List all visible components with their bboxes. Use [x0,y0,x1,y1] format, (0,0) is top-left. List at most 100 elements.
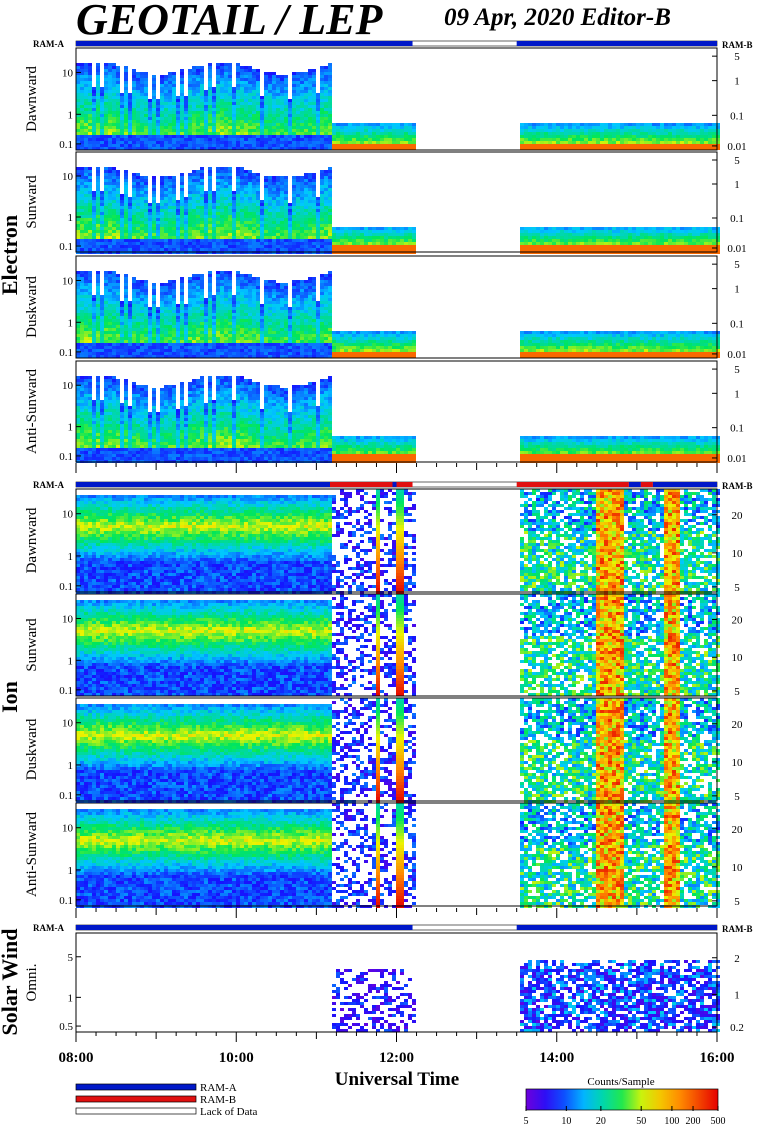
ion-panel-1-left-tick-2: 0.1 [59,685,73,697]
legend-swatch-1 [76,1096,196,1102]
electron-panel-2-right-tick-1: 1 [734,284,740,296]
mode-bar-electron-segment-0 [76,41,413,46]
ion-panel-3-right-tick-2: 5 [734,896,740,908]
ion-panel-2-left-tick-2: 0.1 [59,790,73,802]
ion-panel-0-label: Dawnward [24,507,40,573]
electron-panel-3-left-tick-2: 0.1 [59,451,73,463]
x-tick-label-3: 14:00 [539,1050,574,1066]
electron-panel-1-label: Sunward [24,175,40,229]
ion-panel-3-right-tick-1: 10 [732,862,744,874]
mode-bar-solar-wind-segment-2 [517,925,717,930]
colorbar-title: Counts/Sample [587,1076,654,1088]
solar-wind-panel-spectrogram [332,960,720,1032]
electron-panel-0-spectrogram [76,63,720,150]
electron-panel-1-spectrogram [76,167,720,254]
ion-panel-1-label: Sunward [24,618,40,672]
ion-panel-0-right-tick-0: 20 [732,510,744,522]
ion-panel-2-left-tick-1: 1 [68,760,74,772]
mode-bar-label-right: RAM-B [722,924,753,934]
electron-panel-2-left-tick-1: 1 [68,317,74,329]
electron-panel-1-right-tick-3: 0.01 [727,243,746,255]
mode-bar-ion-segment-1 [330,482,392,487]
solar-wind-panel-left-tick-0: 5 [68,952,74,964]
colorbar [526,1089,718,1110]
ion-panel-2-label: Duskward [24,718,40,780]
mode-bar-label-right: RAM-B [722,40,753,50]
mode-bar-ion-segment-0 [76,482,330,487]
mode-bar-solar-wind-segment-0 [76,925,413,930]
electron-panel-0-left-tick-1: 1 [68,109,74,121]
x-axis-label: Universal Time [335,1069,459,1090]
electron-panel-0-right-tick-2: 0.1 [730,110,744,122]
ion-panel-0-spectrogram [76,489,720,594]
ion-panel-3-left-tick-1: 1 [68,865,74,877]
legend-item-2: Lack of Data [200,1106,258,1118]
ion-panel-0-right-tick-1: 10 [732,548,744,560]
x-tick-label-2: 12:00 [379,1050,414,1066]
electron-panel-3-label: Anti-Sunward [24,369,40,454]
mode-bar-ion-segment-7 [641,482,653,487]
mode-bar-ion-segment-3 [397,482,413,487]
electron-panel-3-right-tick-1: 1 [734,388,740,400]
ion-panel-3-spectrogram [76,803,720,908]
ion-panel-1-right-tick-1: 10 [732,652,744,664]
electron-panel-1-left-tick-1: 1 [68,212,74,224]
ion-panel-0-left-tick-2: 0.1 [59,581,73,593]
mode-bar-ion-segment-6 [629,482,641,487]
mode-bar-label-right: RAM-B [722,481,753,491]
electron-panel-0-label: Dawnward [24,66,40,132]
colorbar-tick-6: 500 [711,1116,726,1127]
ion-panel-1-left-tick-0: 10 [62,613,74,625]
ion-panel-1-right-tick-2: 5 [734,686,740,698]
group-label-ion: Ion [0,681,22,713]
legend-swatch-2 [76,1108,196,1114]
ion-panel-3-left-tick-0: 10 [62,823,74,835]
ion-panel-1-right-tick-0: 20 [732,615,744,627]
legend-swatch-0 [76,1084,196,1090]
group-label-solar-wind: Solar Wind [0,928,22,1035]
mode-bar-label-left: RAM-A [33,923,64,933]
electron-panel-1-right-tick-1: 1 [734,179,740,191]
mode-bar-label-left: RAM-A [33,39,64,49]
colorbar-tick-5: 200 [686,1116,701,1127]
electron-panel-2-right-tick-0: 5 [734,259,740,271]
electron-panel-3-right-tick-0: 5 [734,364,740,376]
x-tick-label-1: 10:00 [219,1050,254,1066]
electron-panel-2-right-tick-2: 0.1 [730,318,744,330]
electron-panel-0-right-tick-0: 5 [734,51,740,63]
ion-panel-2-right-tick-2: 5 [734,791,740,803]
solar-wind-panel-right-tick-0: 2 [734,953,740,965]
ion-panel-2-right-tick-1: 10 [732,757,744,769]
legend-item-0: RAM-A [200,1082,237,1094]
ion-panel-2-left-tick-0: 10 [62,718,74,730]
electron-panel-1-right-tick-2: 0.1 [730,213,744,225]
electron-panel-0-right-tick-1: 1 [734,76,740,88]
colorbar-tick-2: 20 [596,1116,606,1127]
ion-panel-3-left-tick-2: 0.1 [59,895,73,907]
electron-panel-2-left-tick-2: 0.1 [59,347,73,359]
solar-wind-panel-right-tick-2: 0.2 [730,1022,744,1034]
colorbar-tick-4: 100 [664,1116,679,1127]
group-label-electron: Electron [0,215,22,295]
ion-panel-2-spectrogram [76,698,720,803]
solar-wind-panel-left-tick-1: 1 [68,992,74,1004]
mode-bar-ion-segment-8 [653,482,717,487]
electron-panel-3-right-tick-2: 0.1 [730,423,744,435]
colorbar-tick-1: 10 [561,1116,571,1127]
ion-panel-3-right-tick-0: 20 [732,824,744,836]
electron-panel-1-right-tick-0: 5 [734,155,740,167]
mode-bar-ion-segment-2 [392,482,396,487]
electron-panel-2-left-tick-0: 10 [62,275,74,287]
mode-bar-ion-segment-5 [517,482,629,487]
electron-panel-3-left-tick-1: 1 [68,422,74,434]
electron-panel-0-right-tick-3: 0.01 [727,141,746,153]
electron-panel-2-spectrogram [76,271,720,358]
x-tick-label-4: 16:00 [700,1050,735,1066]
mode-bar-label-left: RAM-A [33,480,64,490]
electron-panel-0-left-tick-2: 0.1 [59,139,73,151]
solar-wind-panel-label: Omni. [24,964,40,1002]
legend-item-1: RAM-B [200,1094,236,1106]
solar-wind-panel-right-tick-1: 1 [734,989,740,1001]
ion-panel-1-left-tick-1: 1 [68,655,74,667]
